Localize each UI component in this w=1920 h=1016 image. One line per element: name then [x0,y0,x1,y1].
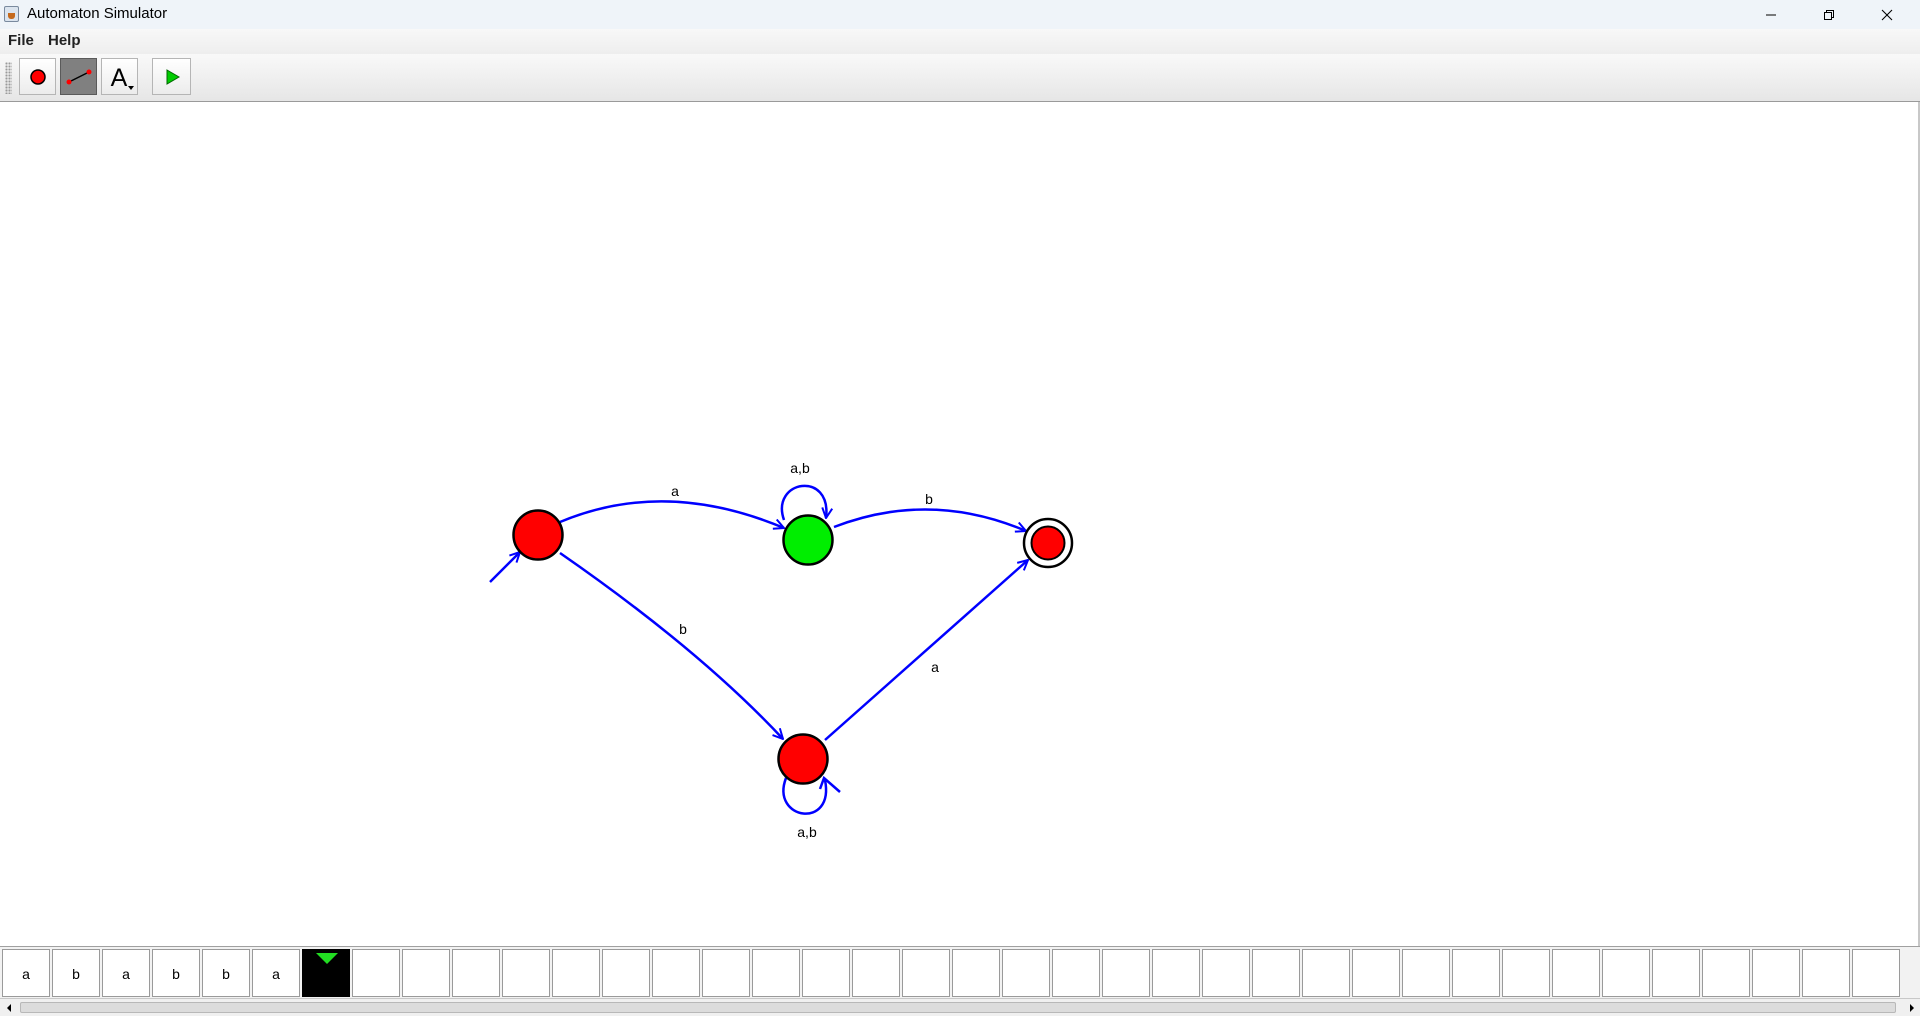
add-state-button[interactable] [19,58,56,95]
transition-label-q3-self: a,b [797,824,817,840]
restore-button[interactable] [1800,0,1858,29]
run-button[interactable] [152,58,191,95]
java-app-icon [4,6,19,22]
tape-cell-empty[interactable] [1302,949,1350,997]
letter-a-icon: A [110,64,134,92]
tape-cell-empty[interactable] [1652,949,1700,997]
minimize-icon [1766,14,1776,15]
transition-label-q3-q2: a [931,659,939,675]
tape-cell-empty[interactable] [1752,949,1800,997]
red-dot-icon [29,68,46,85]
close-icon [1881,9,1893,20]
toolbar-grip[interactable] [5,62,12,94]
tape-cell-empty[interactable] [1002,949,1050,997]
window-title: Automaton Simulator [27,5,168,22]
tape-cell-empty[interactable] [752,949,800,997]
tape-cell-empty[interactable] [552,949,600,997]
tape-cell-empty[interactable] [652,949,700,997]
arrow-left-icon [6,1003,11,1012]
horizontal-scrollbar[interactable] [0,998,1920,1016]
scroll-right-button[interactable] [1903,999,1920,1016]
tape-cell-empty[interactable] [352,949,400,997]
toolbar: A [0,54,1920,102]
tape-cell[interactable]: b [152,949,200,997]
minimize-button[interactable] [1742,0,1800,29]
tape-cell-empty[interactable] [402,949,450,997]
state-q3[interactable] [777,733,829,785]
tape-cell-empty[interactable] [1152,949,1200,997]
scroll-thumb[interactable] [20,1002,1896,1013]
automaton-canvas[interactable]: a a,b b b a a,b [0,102,1920,946]
text-tool-button[interactable]: A [101,58,138,95]
transition-label-q0-q3: b [679,621,687,637]
close-button[interactable] [1858,0,1916,29]
tape-cell-empty[interactable] [1102,949,1150,997]
add-transition-button[interactable] [60,58,97,95]
tape-cell-empty[interactable] [852,949,900,997]
tape-cell-empty[interactable] [1052,949,1100,997]
transition-label-q1-self: a,b [790,460,810,476]
initial-arrow [489,552,520,583]
transition-label-q1-q2: b [925,491,933,507]
restore-icon [1824,9,1834,20]
tape-cell-empty[interactable] [1602,949,1650,997]
transition-q0-q3[interactable] [559,551,783,739]
transition-q3-q2[interactable] [824,560,1028,741]
tape-head-marker [316,953,338,964]
play-icon [166,68,180,85]
tape-cell-empty[interactable] [1702,949,1750,997]
tape-cell-empty[interactable] [1352,949,1400,997]
tape-cell-head[interactable] [302,949,350,997]
tape-cell-empty[interactable] [1552,949,1600,997]
tape-cell-empty[interactable] [702,949,750,997]
tape-cell-empty[interactable] [802,949,850,997]
transition-q0-q1[interactable] [559,500,784,528]
tape-cell[interactable]: b [52,949,100,997]
tape-cell-empty[interactable] [502,949,550,997]
transition-label-q0-q1: a [671,483,679,499]
tape-cell-empty[interactable] [452,949,500,997]
transition-q1-q2[interactable] [833,508,1026,531]
tape-cell-empty[interactable] [902,949,950,997]
tape-cell-empty[interactable] [602,949,650,997]
tape-cell-empty[interactable] [952,949,1000,997]
edge-icon [66,69,91,84]
scroll-left-button[interactable] [0,999,17,1016]
state-q2-accepting[interactable] [1030,525,1066,561]
tape-cell[interactable]: b [202,949,250,997]
menu-bar: File Help [0,29,1920,54]
tape-cell-empty[interactable] [1802,949,1850,997]
title-bar: Automaton Simulator [0,0,1920,29]
automaton-diagram: a a,b b b a a,b [489,460,1074,840]
loop-arrowhead [818,775,841,793]
tape-cell-empty[interactable] [1252,949,1300,997]
tape-cell[interactable]: a [102,949,150,997]
transition-q3-self[interactable] [782,777,828,815]
tape-cell-empty[interactable] [1452,949,1500,997]
menu-help[interactable]: Help [48,32,81,49]
menu-file[interactable]: File [8,32,34,49]
state-q0[interactable] [512,509,564,561]
tape-cell[interactable]: a [2,949,50,997]
tape-cell-empty[interactable] [1852,949,1900,997]
transition-q1-self[interactable] [780,484,826,521]
tape-cell-empty[interactable] [1402,949,1450,997]
tape-cell[interactable]: a [252,949,300,997]
arrow-right-icon [1909,1003,1914,1012]
canvas-border [1918,102,1920,946]
state-q1-current[interactable] [782,514,834,566]
tape-cell-empty[interactable] [1202,949,1250,997]
svg-text:A: A [110,64,127,92]
tape-cell-empty[interactable] [1502,949,1550,997]
